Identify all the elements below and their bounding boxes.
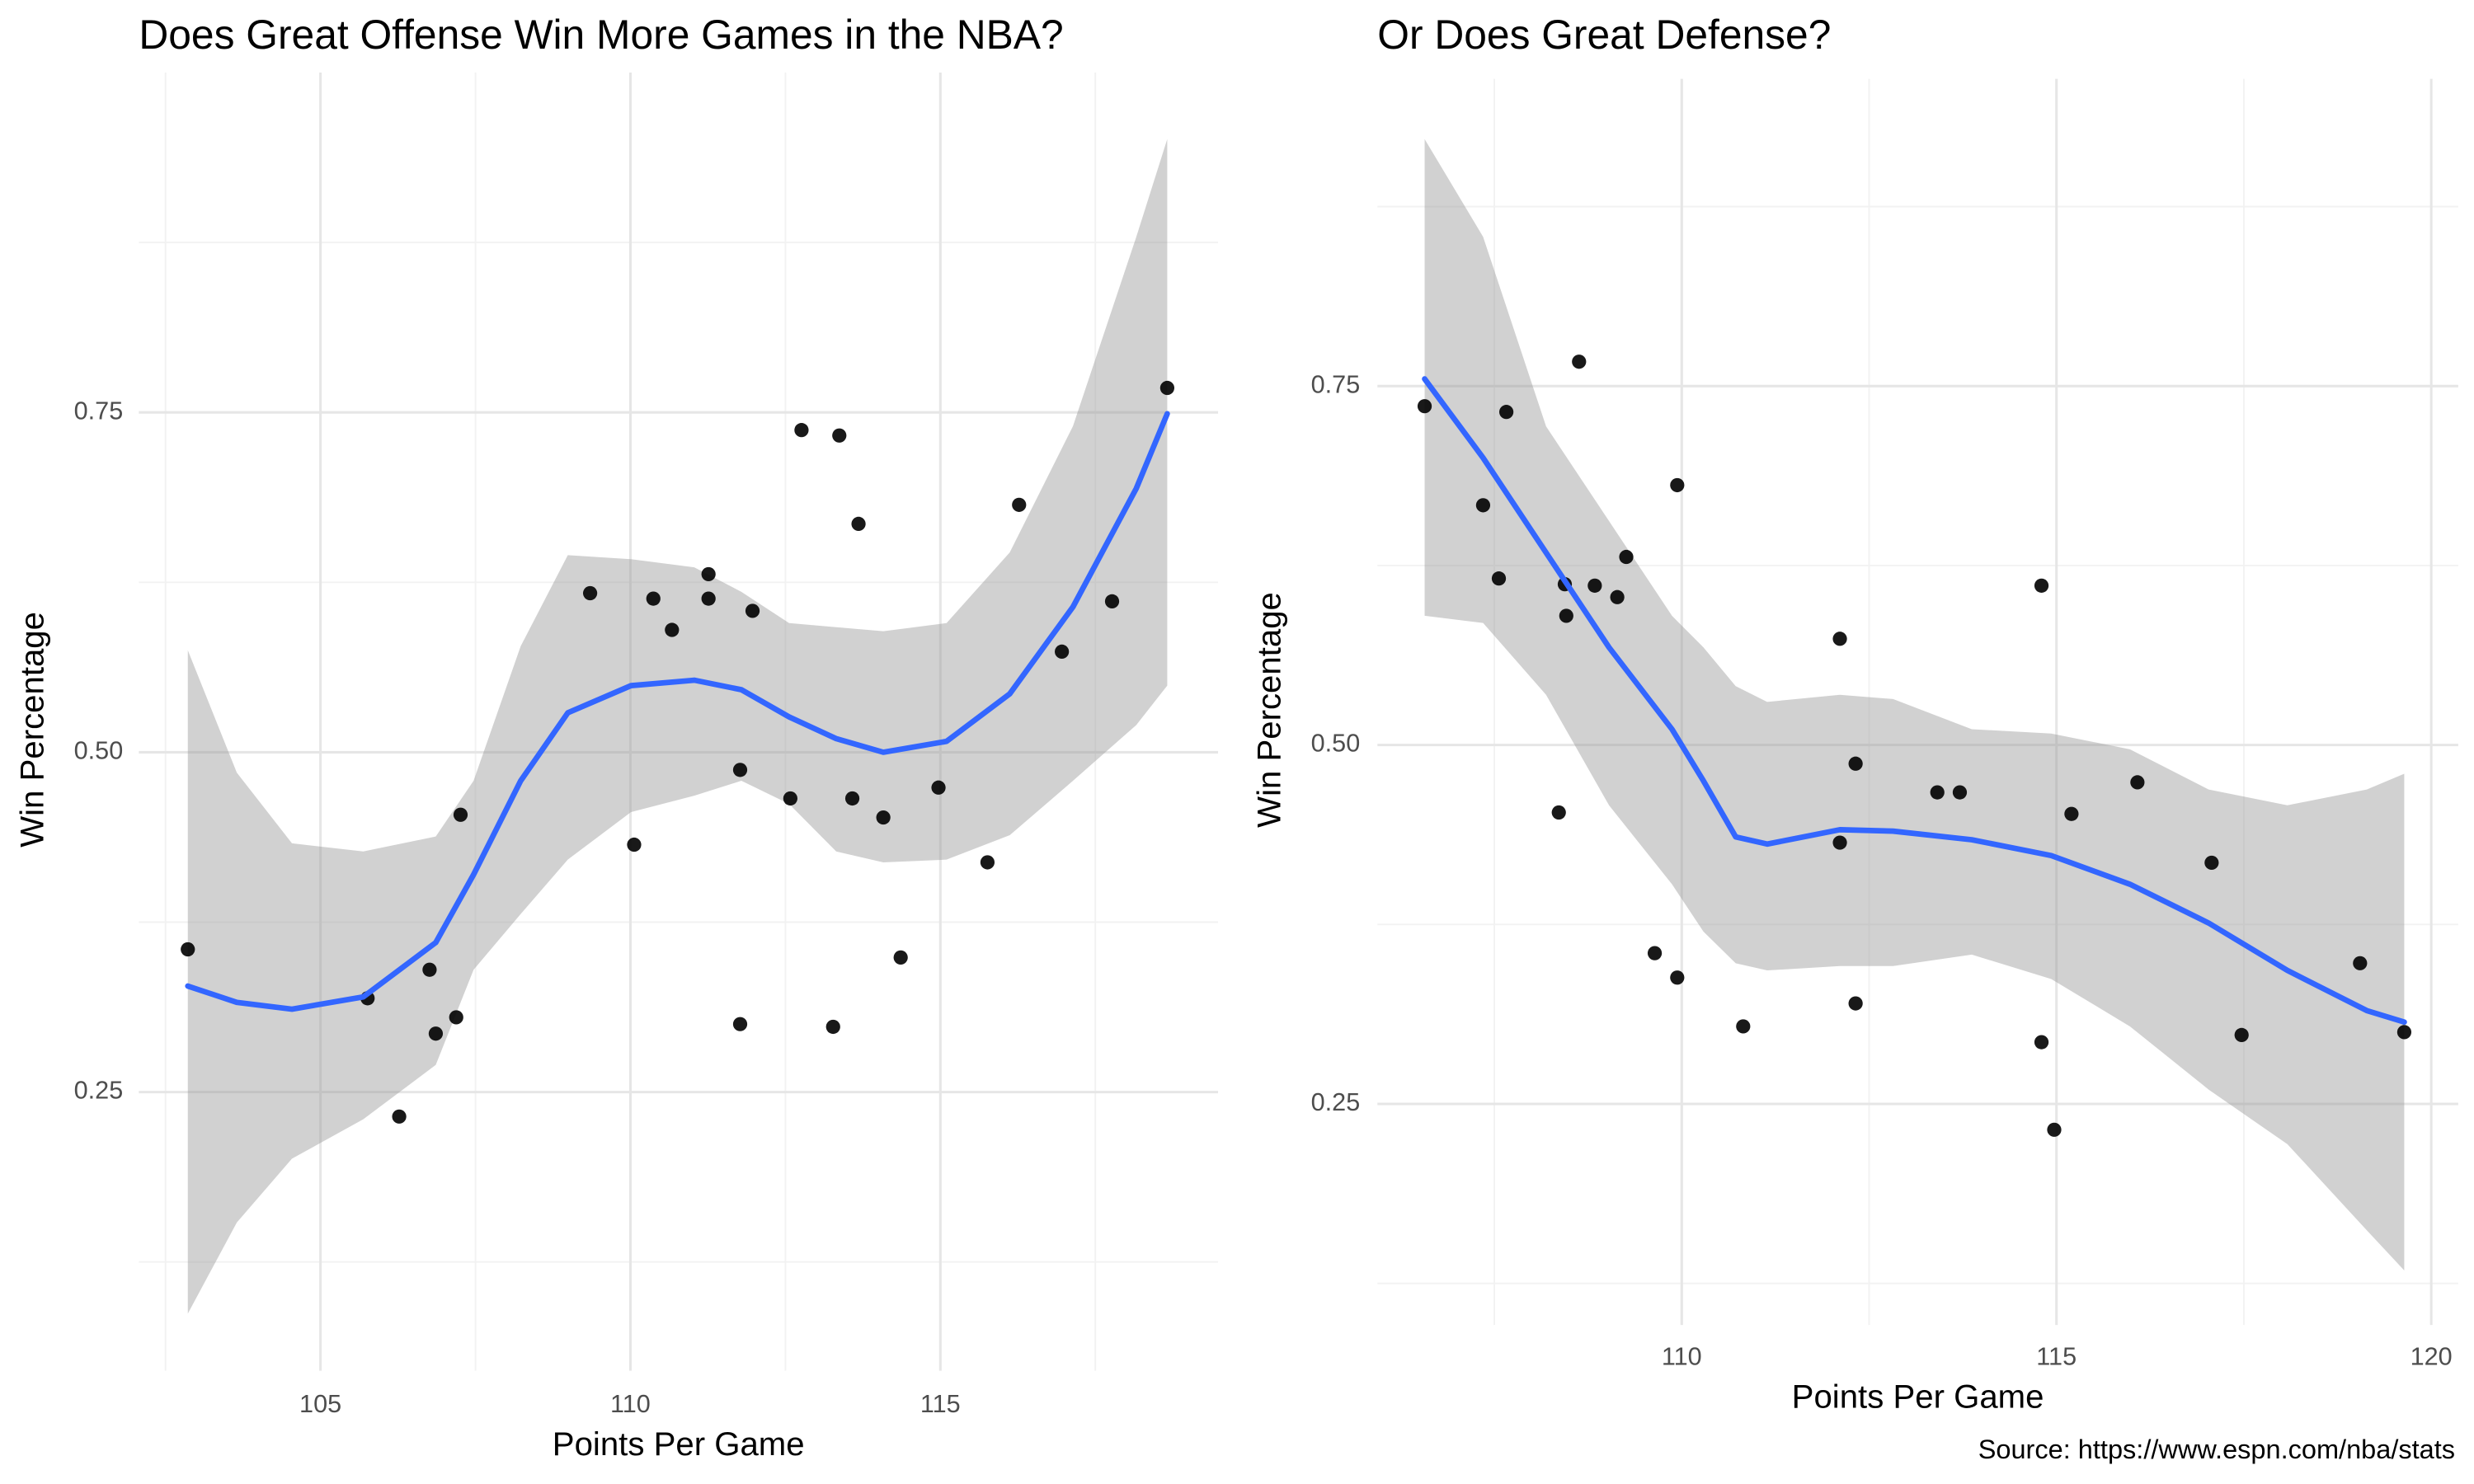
data-point [1159,380,1175,396]
data-point [844,791,860,806]
data-point [732,1017,748,1031]
data-point [1619,549,1634,565]
data-point [1012,497,1027,512]
x-axis-title: Points Per Game [553,1425,805,1463]
data-point [181,942,195,957]
data-point [1848,756,1863,771]
y-tick-label: 0.75 [74,397,124,425]
data-point [1930,785,1945,800]
data-point [392,1109,407,1124]
data-point [893,950,908,965]
data-point [1498,405,1514,420]
y-tick-label: 0.50 [1311,730,1361,758]
x-tick-label: 110 [1662,1342,1702,1370]
data-point [1055,644,1070,660]
data-point [1736,1019,1751,1034]
chart-title: Or Does Great Defense? [1377,12,1831,58]
data-point [1559,608,1573,623]
data-point [422,962,437,977]
data-point [665,622,680,637]
data-point [1647,946,1663,960]
data-point [1848,996,1863,1011]
data-point [2064,806,2079,821]
data-point [453,807,468,822]
data-point [2047,1122,2062,1137]
data-point [2353,956,2368,970]
x-tick-label: 110 [610,1390,651,1418]
data-point [701,566,716,582]
data-point [1475,498,1491,513]
data-point [931,780,946,795]
data-point [701,591,716,606]
y-axis-title: Win Percentage [1251,592,1288,828]
data-point [1670,477,1685,493]
data-point [1572,355,1587,369]
data-point [1610,589,1625,604]
data-point [2234,1027,2249,1043]
data-point [1587,578,1602,593]
data-point [1952,785,1968,800]
smooth-line [1422,376,2407,1026]
panel: 105 110 115 0.25 0.50 0.75 Does Great Offense … [14,12,1219,1463]
y-axis-title: Win Percentage [14,612,51,848]
smooth-line [185,411,1170,1012]
x-tick-label: 105 [299,1390,341,1418]
data-point [1417,399,1432,414]
confidence-band [1424,139,2405,1270]
data-point [1832,632,1847,646]
data-point [794,423,809,438]
data-point [428,1026,444,1041]
y-tick-label: 0.75 [1311,370,1361,398]
data-point [2034,1035,2049,1050]
data-point [2204,855,2219,871]
x-tick-label: 115 [920,1390,961,1418]
data-point [449,1010,463,1025]
data-point [783,791,797,806]
data-point [2130,775,2145,790]
chart-title: Does Great Offense Win More Games in the… [139,12,1063,58]
y-tick-label: 0.25 [1311,1088,1361,1116]
data-point [876,810,891,825]
data-point [825,1019,840,1035]
confidence-band [187,139,1168,1314]
data-point [1670,970,1685,985]
data-point [1832,835,1847,850]
data-point [1491,571,1507,586]
data-point [832,428,847,443]
x-tick-label: 120 [2411,1342,2453,1370]
data-point [2396,1025,2412,1040]
data-point [1104,594,1120,609]
caption: Source: https://www.espn.com/nba/stats [1978,1435,2455,1464]
panel: 110 115 120 0.25 0.50 0.75 Or Does Great Defen… [1251,12,2458,1416]
x-axis-title: Points Per Game [1792,1378,2044,1416]
data-point [732,763,748,777]
x-tick-label: 115 [2036,1342,2077,1370]
data-point [745,603,760,618]
data-point [2034,578,2049,593]
data-point [646,591,661,606]
y-tick-label: 0.25 [74,1077,124,1105]
data-point [1551,805,1566,820]
data-point [851,516,866,532]
y-tick-label: 0.50 [74,737,124,765]
data-point [582,585,598,601]
data-point [627,837,642,852]
data-point [980,855,995,870]
